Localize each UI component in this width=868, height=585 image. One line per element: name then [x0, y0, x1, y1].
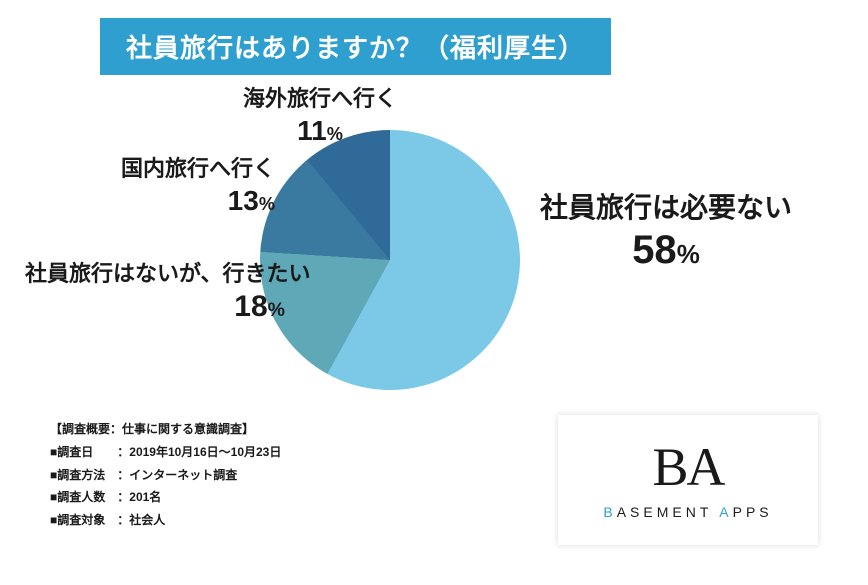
slice-name: 社員旅行は必要ない — [540, 190, 792, 225]
slice-name: 社員旅行はないが、行きたい — [25, 260, 285, 288]
slice-label-0: 社員旅行は必要ない 58% — [540, 190, 792, 275]
slice-label-1: 社員旅行はないが、行きたい 18% — [25, 260, 285, 325]
slice-pct: 11% — [235, 113, 405, 148]
slice-pct: 18% — [25, 288, 285, 326]
survey-meta: 【調査概要：仕事に関する意識調査】 ■調査日 ：2019年10月16日～10月2… — [50, 418, 281, 532]
title-banner: 社員旅行はありますか？（福利厚生） — [100, 18, 611, 75]
survey-header: 【調査概要：仕事に関する意識調査】 — [50, 418, 281, 441]
slice-label-2: 国内旅行へ行く 13% — [105, 155, 275, 218]
logo: BA BASEMENT APPS — [558, 415, 818, 545]
slice-name: 国内旅行へ行く — [105, 155, 275, 183]
slice-label-3: 海外旅行へ行く 11% — [235, 85, 405, 148]
survey-row: ■調査日 ：2019年10月16日～10月23日 — [50, 441, 281, 464]
slice-pct: 58% — [540, 225, 792, 275]
survey-row: ■調査方法 ：インターネット調査 — [50, 464, 281, 487]
survey-row: ■調査人数 ：201名 — [50, 486, 281, 509]
pie-chart — [260, 130, 520, 390]
pie-graphic — [260, 130, 520, 390]
logo-mark: BA — [652, 440, 723, 494]
logo-text: BASEMENT APPS — [603, 504, 772, 520]
slice-pct: 13% — [105, 183, 275, 218]
slice-name: 海外旅行へ行く — [235, 85, 405, 113]
survey-row: ■調査対象 ：社会人 — [50, 509, 281, 532]
